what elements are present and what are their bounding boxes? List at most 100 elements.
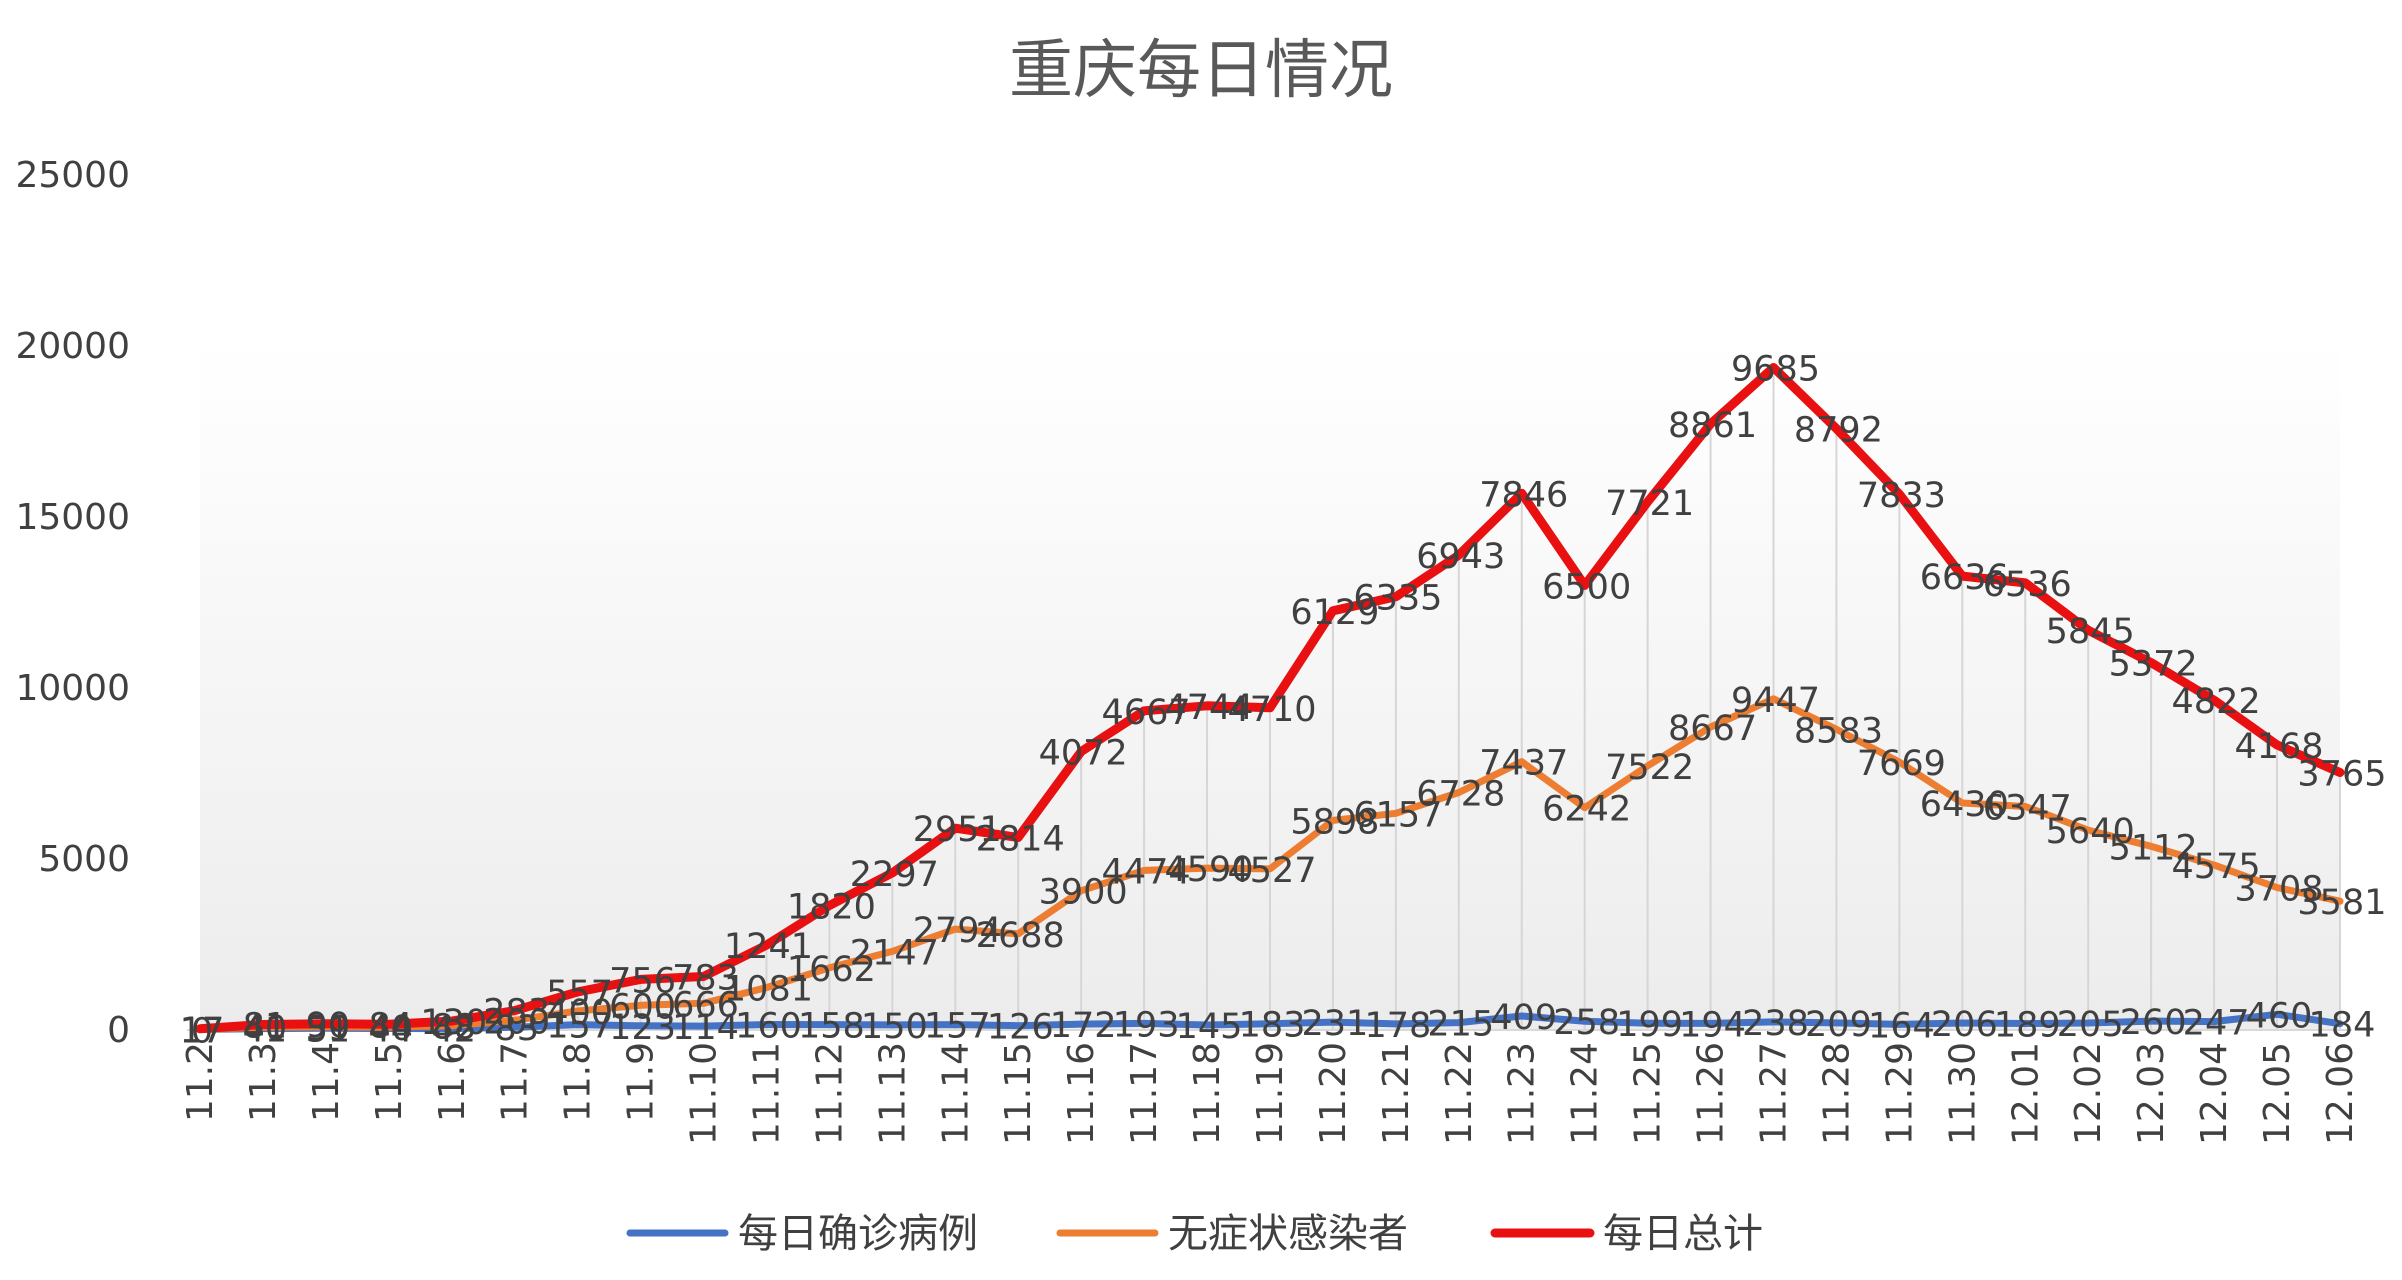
x-tick-label: 11.3 <box>243 1042 284 1122</box>
data-label: 17 <box>180 1011 225 1051</box>
x-tick-label: 11.20 <box>1313 1042 1354 1145</box>
data-label: 6536 <box>1983 565 2072 605</box>
y-tick-label: 10000 <box>15 668 130 709</box>
data-label: 8583 <box>1794 711 1883 751</box>
data-label: 206 <box>1931 1005 1998 1045</box>
data-label: 6430 <box>1920 785 2009 825</box>
data-label: 258 <box>1553 1003 1620 1043</box>
x-tick-label: 11.23 <box>1502 1042 1543 1145</box>
data-label: 756 <box>609 961 676 1001</box>
data-label: 39 <box>306 1009 351 1049</box>
data-label: 3581 <box>2297 883 2386 923</box>
data-label: 783 <box>672 959 739 999</box>
data-label: 150 <box>861 1007 928 1047</box>
data-label: 5845 <box>2046 612 2135 652</box>
x-tick-label: 11.22 <box>1439 1042 1480 1145</box>
data-label: 51 <box>306 1010 351 1050</box>
x-tick-label: 11.26 <box>1691 1042 1732 1145</box>
data-label: 2147 <box>850 933 939 973</box>
data-label: 123 <box>609 1008 676 1048</box>
data-label: 4590 <box>1165 850 1254 890</box>
x-tick-label: 11.14 <box>935 1042 976 1145</box>
data-label: 126 <box>987 1008 1054 1048</box>
data-label: 6500 <box>1542 567 1631 607</box>
legend: 每日确诊病例 无症状感染者 每日总计 <box>626 1211 1763 1257</box>
x-tick-label: 11.19 <box>1250 1042 1291 1145</box>
legend-label: 每日确诊病例 <box>738 1211 978 1257</box>
x-tick-label: 11.28 <box>1816 1042 1857 1145</box>
x-tick-label: 11.29 <box>1879 1042 1920 1145</box>
y-tick-label: 15000 <box>15 497 130 538</box>
data-label: 209 <box>1805 1005 1872 1045</box>
data-label: 557 <box>546 974 613 1014</box>
x-tick-label: 12.02 <box>2068 1042 2109 1145</box>
data-label: 199 <box>1616 1005 1683 1045</box>
data-label: 7721 <box>1605 484 1694 524</box>
data-label: 4072 <box>1039 733 1128 773</box>
x-axis: 11.2 11.3 11.4 11.5 11.6 11.7 11.8 11.9 11.10 11.… <box>180 1042 2361 1145</box>
data-label: 6347 <box>1983 788 2072 828</box>
data-label: 83 <box>494 1009 539 1049</box>
x-tick-label: 12.05 <box>2257 1042 2298 1145</box>
data-label: 130 <box>420 1003 487 1043</box>
data-label: 4168 <box>2234 727 2323 767</box>
x-tick-label: 11.5 <box>369 1042 410 1122</box>
y-tick-label: 25000 <box>15 155 130 196</box>
data-label: 9685 <box>1731 350 1820 390</box>
series-line-0 <box>196 1010 2344 1033</box>
data-label: 7846 <box>1479 475 1568 515</box>
data-label: 184 <box>2309 1006 2376 1046</box>
data-label: 4527 <box>1227 851 1316 891</box>
data-label: 260 <box>2120 1003 2187 1043</box>
legend-label: 每日总计 <box>1603 1211 1763 1257</box>
chart-title: 重庆每日情况 <box>1009 34 1393 108</box>
data-label: 1241 <box>724 927 813 967</box>
data-label: 400 <box>546 993 613 1033</box>
data-label: 2794 <box>913 911 1002 951</box>
data-label: 7437 <box>1479 744 1568 784</box>
data-label: 6728 <box>1416 775 1505 815</box>
data-label: 9447 <box>1731 681 1820 721</box>
data-label: 145 <box>1176 1007 1243 1047</box>
legend-label: 无症状感染者 <box>1168 1211 1408 1257</box>
data-label: 5640 <box>2046 812 2135 852</box>
data-label: 90 <box>306 1006 351 1046</box>
data-label: 6129 <box>1290 593 1379 633</box>
data-label: 2688 <box>976 916 1065 956</box>
data-label: 5112 <box>2109 828 2198 868</box>
x-tick-label: 11.6 <box>432 1042 473 1122</box>
data-label: 247 <box>2183 1004 2250 1044</box>
data-label: 114 <box>672 1008 739 1048</box>
x-tick-label: 11.10 <box>684 1042 725 1145</box>
data-label: 193 <box>1113 1005 1180 1045</box>
x-tick-label: 11.7 <box>495 1042 536 1122</box>
data-label: 160 <box>735 1007 802 1047</box>
x-tick-label: 11.2 <box>180 1042 221 1122</box>
x-tick-label: 11.27 <box>1754 1042 1795 1145</box>
x-tick-label: 12.03 <box>2131 1042 2172 1145</box>
data-label: 215 <box>1427 1005 1494 1045</box>
data-label: 2951 <box>913 810 1002 850</box>
data-label: 4744 <box>1165 688 1254 728</box>
y-tick-label: 0 <box>107 1010 130 1051</box>
series-line-2 <box>195 363 2345 1034</box>
data-label: 84 <box>369 1006 414 1046</box>
y-tick-label: 5000 <box>38 839 130 880</box>
data-label: 44 <box>369 1010 414 1050</box>
data-label: 81 <box>243 1006 288 1046</box>
data-label: 40 <box>369 1009 414 1049</box>
x-tick-label: 11.15 <box>998 1042 1039 1145</box>
data-label: 178 <box>1364 1006 1431 1046</box>
data-label: 1662 <box>787 950 876 990</box>
data-label: 4822 <box>2172 682 2261 722</box>
x-tick-label: 11.8 <box>558 1042 599 1122</box>
data-label: 283 <box>483 993 550 1033</box>
data-label: 8792 <box>1794 411 1883 451</box>
data-label: 5898 <box>1290 802 1379 842</box>
data-label: 157 <box>546 1007 613 1047</box>
x-tick-label: 11.4 <box>306 1042 347 1122</box>
data-label: 6335 <box>1353 579 1442 619</box>
data-label: 6636 <box>1920 558 2009 598</box>
x-tick-label: 12.06 <box>2320 1042 2361 1145</box>
